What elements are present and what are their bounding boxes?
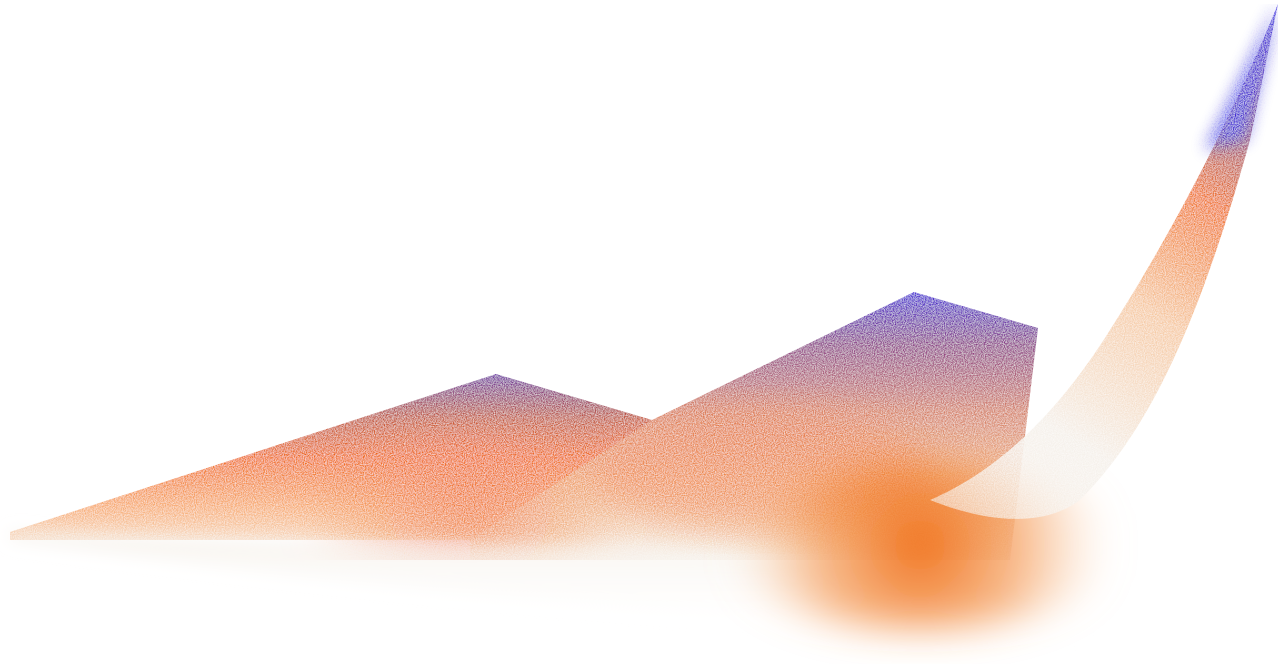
right-swoosh xyxy=(930,4,1278,519)
